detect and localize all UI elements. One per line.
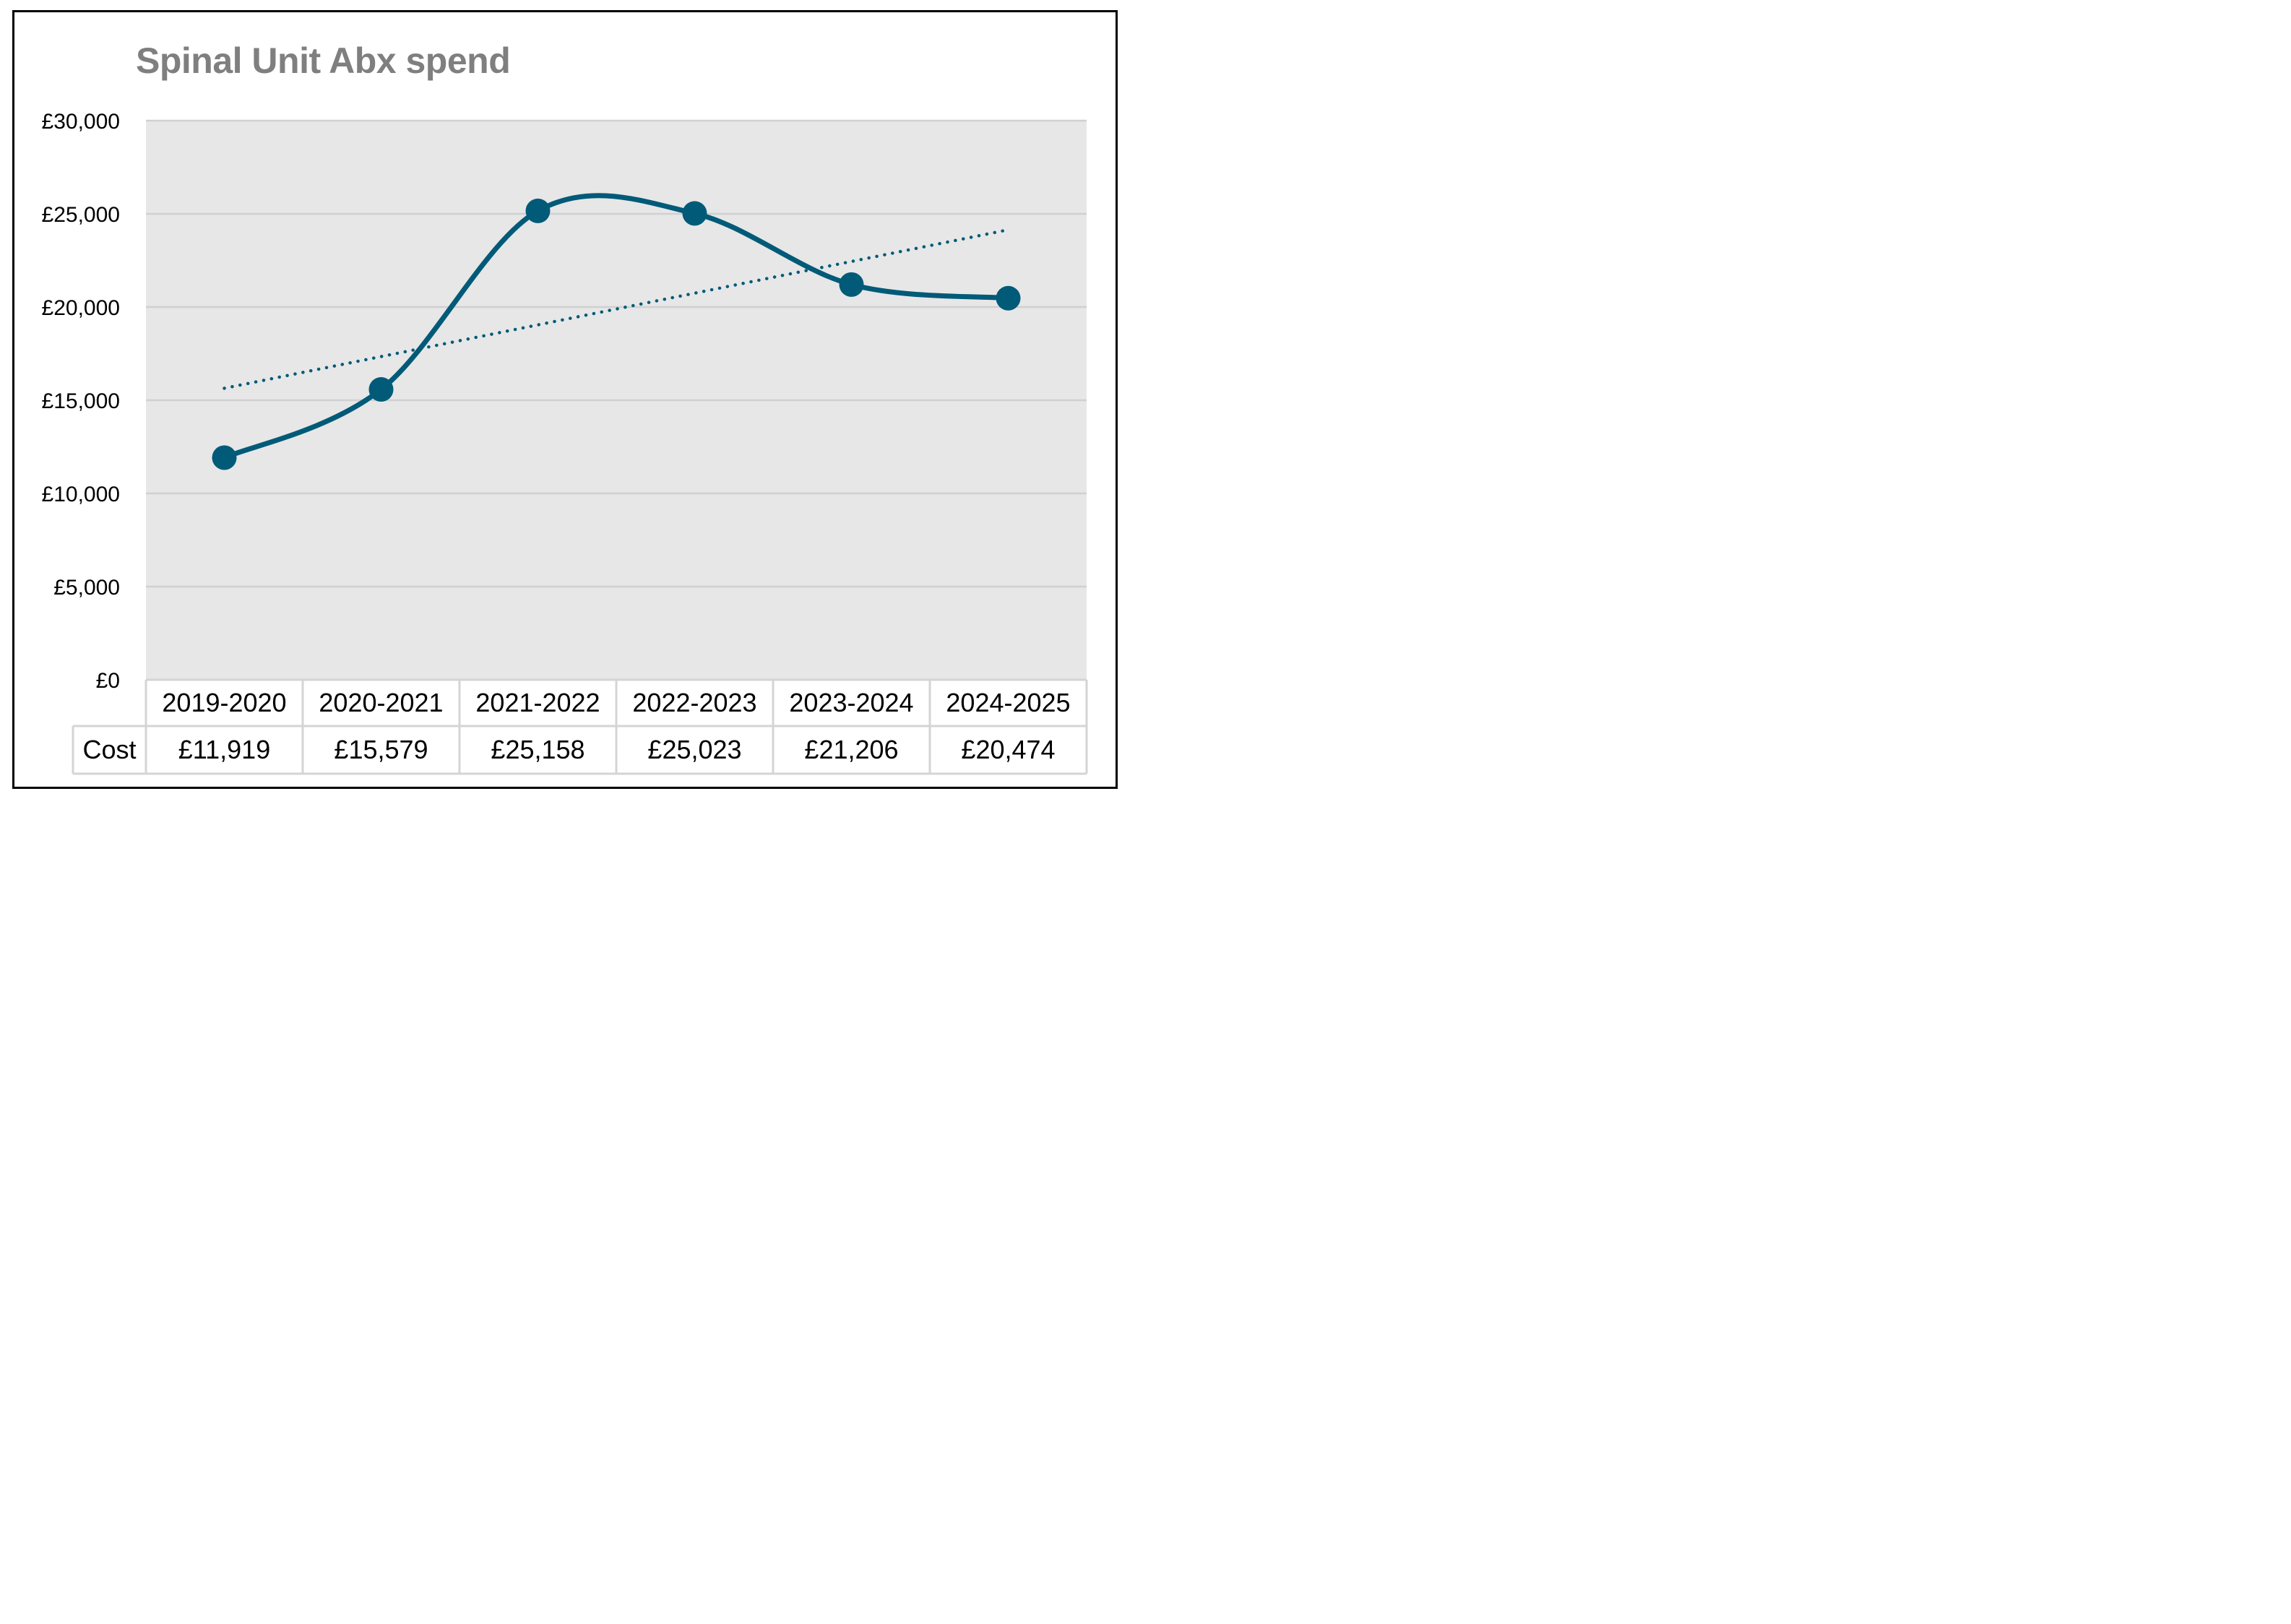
x-category-label: 2022-2023 xyxy=(632,688,756,717)
table-value-cell: £11,919 xyxy=(178,735,270,764)
y-tick-label: £30,000 xyxy=(42,110,120,134)
x-category-label: 2021-2022 xyxy=(475,688,600,717)
line-chart: £0 £5,000 £10,000 £15,000 £20,000 £25,000 £30,… xyxy=(42,110,1088,775)
x-category-label: 2024-2025 xyxy=(946,688,1070,717)
chart-title: Spinal Unit Abx spend xyxy=(136,40,511,81)
x-category-label: 2020-2021 xyxy=(319,688,443,717)
table-value-cell: £25,023 xyxy=(647,735,741,764)
y-tick-label: £15,000 xyxy=(42,389,120,413)
series-cost xyxy=(212,193,1021,470)
gridlines xyxy=(146,119,1087,588)
y-tick-label: £25,000 xyxy=(42,203,120,227)
x-category-label: 2023-2024 xyxy=(789,688,913,717)
table-series-label: Cost xyxy=(82,735,136,764)
data-point xyxy=(839,272,864,297)
table-value-cell: £21,206 xyxy=(804,735,898,764)
data-point xyxy=(212,445,237,470)
y-tick-label: £0 xyxy=(96,669,120,693)
trendline xyxy=(223,228,1010,390)
x-category-label: 2019-2020 xyxy=(162,688,286,717)
table-value-cell: £15,579 xyxy=(334,735,428,764)
data-point xyxy=(682,201,707,226)
data-point xyxy=(368,377,394,402)
data-point xyxy=(525,198,551,223)
y-axis: £0 £5,000 £10,000 £15,000 £20,000 £25,000 £30,… xyxy=(42,110,120,693)
y-tick-label: £10,000 xyxy=(42,483,120,506)
trendline-line xyxy=(223,228,1010,390)
y-tick-label: £20,000 xyxy=(42,296,120,320)
data-table: 2019-2020 2020-2021 2021-2022 2022-2023 2023… xyxy=(72,678,1088,775)
table-value-cell: £25,158 xyxy=(491,735,584,764)
table-value-cell: £20,474 xyxy=(961,735,1055,764)
y-tick-label: £5,000 xyxy=(53,576,120,600)
data-point xyxy=(996,285,1021,311)
